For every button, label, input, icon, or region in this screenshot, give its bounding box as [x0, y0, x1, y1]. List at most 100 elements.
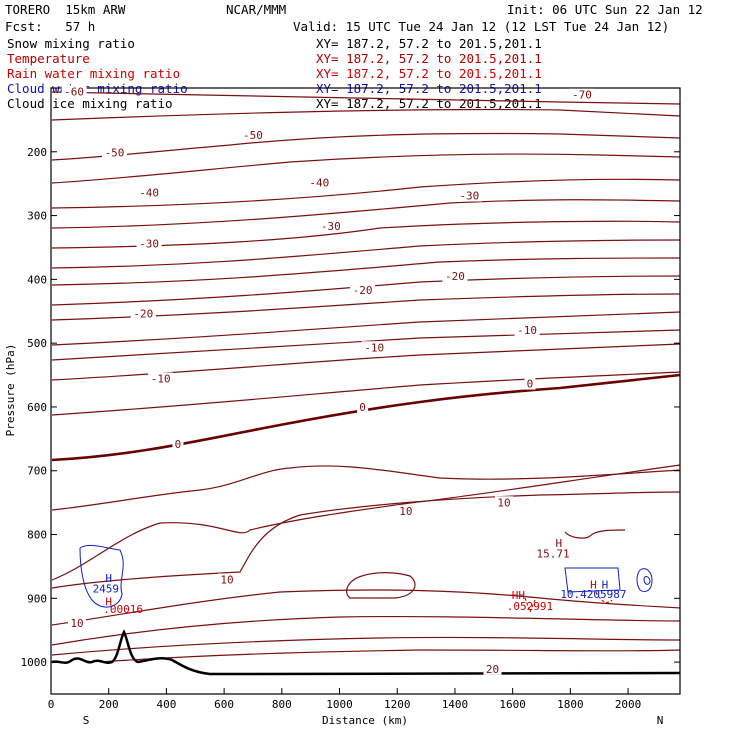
- contour-label: -10: [517, 324, 537, 337]
- extrema-label: HH: [512, 589, 525, 602]
- contour-label-bg: [172, 438, 184, 451]
- contour-label: 20: [486, 663, 499, 676]
- contour-label-bg: [357, 401, 369, 414]
- x-end-label-south: S: [83, 714, 90, 727]
- x-tick-label: 800: [272, 698, 292, 711]
- contour-label-bg: [350, 283, 376, 296]
- contour-line: [51, 465, 681, 511]
- contour-label-bg: [442, 269, 468, 282]
- y-axis-ticks: [51, 151, 680, 663]
- contour-label: 10: [497, 496, 510, 509]
- rain-contours: [524, 591, 613, 614]
- field-name-cloud-ice: Cloud ice mixing ratio: [7, 96, 173, 111]
- contour-line: [51, 464, 681, 581]
- extrema-label: 10.4205987: [560, 588, 626, 601]
- contour-label-bg: [61, 85, 87, 98]
- rain-contour: [595, 591, 613, 603]
- field-xy-snow: XY= 187.2, 57.2 to 201.5,201.1: [316, 36, 542, 51]
- contour-line: [99, 649, 681, 663]
- contour-label-bg: [456, 189, 482, 202]
- contour-label-bg: [136, 186, 162, 199]
- x-tick-label: 0: [48, 698, 55, 711]
- x-end-label-north: N: [657, 714, 664, 727]
- header-center: NCAR/MMM: [226, 2, 287, 17]
- contour-label-bg: [524, 377, 536, 390]
- contour-line: [51, 636, 681, 656]
- contour-label: -20: [353, 284, 373, 297]
- extrema-label: H: [556, 537, 563, 550]
- field-name-rain: Rain water mixing ratio: [7, 66, 181, 81]
- cloud-water-contour: [643, 576, 651, 585]
- contour-line: [564, 529, 626, 539]
- field-xy-rain: XY= 187.2, 57.2 to 201.5,201.1: [316, 66, 542, 81]
- contour-label: -20: [133, 307, 153, 320]
- y-tick-label: 700: [27, 465, 47, 478]
- contour-label-bg: [240, 128, 266, 141]
- terrain-outline: [51, 629, 681, 676]
- contour-line: [51, 178, 681, 209]
- x-axis-ticks: [50, 688, 629, 694]
- contour-label-bg: [361, 341, 387, 354]
- contour-label: -50: [243, 129, 263, 142]
- contour-label-bg: [148, 372, 174, 385]
- x-tick-label: 1400: [442, 698, 469, 711]
- contour-line: [51, 615, 681, 646]
- contour-line: [51, 491, 681, 589]
- y-tick-label: 900: [27, 592, 47, 605]
- contour-label: 0: [359, 401, 366, 414]
- contour-line: [51, 220, 681, 249]
- extrema-label: H: [105, 596, 112, 609]
- temperature-contours: [51, 91, 681, 663]
- cloud-water-contours: [79, 544, 653, 608]
- contour-label-bg: [218, 573, 237, 586]
- cloud-water-contour: [564, 567, 621, 593]
- contour-line: [51, 153, 681, 184]
- contour-line: [346, 572, 416, 599]
- plot-frame: [50, 87, 681, 695]
- x-tick-label: 1000: [326, 698, 353, 711]
- contour-label: -50: [105, 147, 125, 160]
- contour-label: 10: [399, 505, 412, 518]
- header-fcst: Fcst: 57 h: [5, 19, 96, 34]
- contour-label-bg: [306, 176, 332, 189]
- y-tick-label: 600: [27, 401, 47, 414]
- contour-label-bg: [494, 496, 513, 509]
- x-axis-tick-labels: 0 200 400 600 800 1000 1200 1400 1600 1800 2000: [48, 698, 642, 711]
- x-axis-label: Distance (km): [322, 714, 408, 727]
- contour-line: [51, 199, 681, 229]
- y-axis-label: Pressure (hPa): [4, 344, 17, 437]
- contour-label: -10: [364, 341, 384, 354]
- x-tick-label: 600: [214, 698, 234, 711]
- contour-line: [51, 373, 681, 462]
- extrema-label: H: [590, 578, 597, 591]
- header-model: TORERO 15km ARW: [5, 2, 126, 17]
- contour-label: -40: [139, 186, 159, 199]
- contour-line: [51, 311, 681, 346]
- contour-label: 0: [527, 378, 534, 391]
- x-tick-label: 200: [99, 698, 119, 711]
- y-axis-tick-labels: 200 300 400 500 600 700 800 900 1000: [21, 146, 48, 669]
- contour-line: [51, 329, 681, 361]
- contour-label: -20: [445, 270, 465, 283]
- x-tick-label: 400: [156, 698, 176, 711]
- contour-label-bg: [569, 88, 595, 101]
- extrema-label: .052991: [507, 600, 553, 613]
- contour-line: [51, 257, 681, 286]
- contour-label-bg: [483, 662, 502, 675]
- contour-line: [51, 293, 681, 321]
- field-xy-temperature: XY= 187.2, 57.2 to 201.5,201.1: [316, 51, 542, 66]
- y-tick-label: 400: [27, 273, 47, 286]
- contour-label-bg: [396, 505, 415, 518]
- contour-label: -10: [151, 373, 171, 386]
- field-name-snow: Snow mixing ratio: [7, 36, 135, 51]
- x-tick-label: 1200: [384, 698, 411, 711]
- extrema-label: 2459: [93, 583, 120, 596]
- contour-label: -30: [139, 237, 159, 250]
- extrema-label: 15.71: [536, 548, 569, 561]
- contour-line: [51, 589, 681, 626]
- y-tick-label: 500: [27, 337, 47, 350]
- extrema-label: H: [105, 572, 112, 585]
- cloud-water-contour: [636, 568, 653, 593]
- contour-label: -60: [64, 85, 84, 98]
